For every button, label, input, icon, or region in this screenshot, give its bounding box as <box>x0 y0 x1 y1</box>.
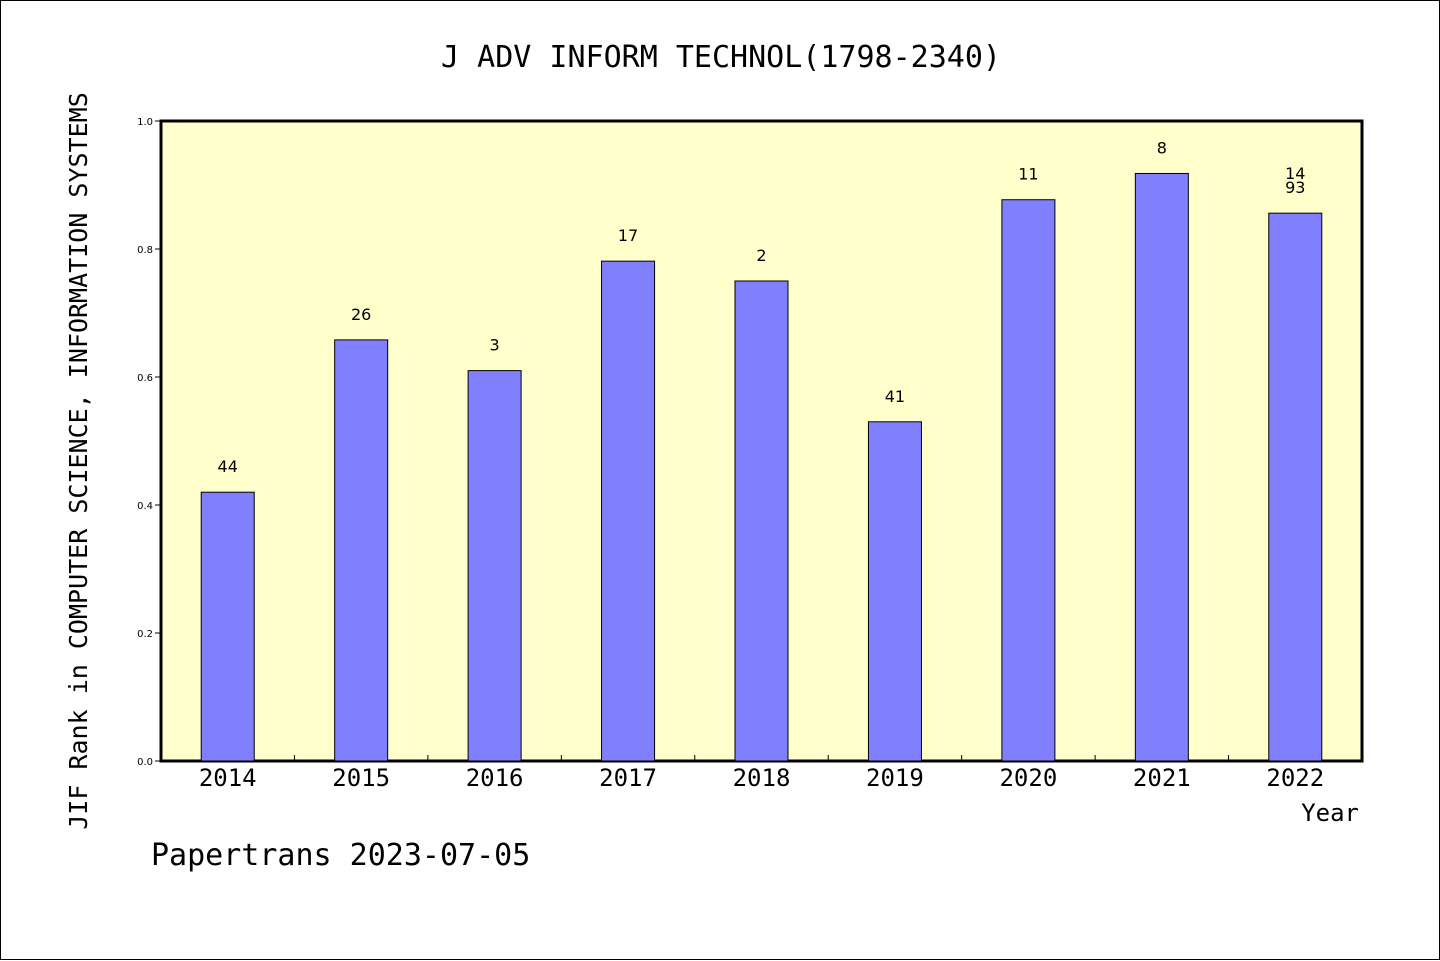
bars <box>200 172 1323 762</box>
x-tick-label: 2021 <box>1133 764 1191 792</box>
y-tick-label: 0.0 <box>137 757 153 768</box>
bar-2019 <box>867 421 922 762</box>
bar-2017 <box>601 260 656 762</box>
x-tick-label: 2018 <box>733 764 791 792</box>
y-axis-label: JIF Rank in COMPUTER SCIENCE, INFORMATIO… <box>64 92 93 830</box>
x-tick-label: 2014 <box>199 764 257 792</box>
bar-value-label: 17 <box>618 226 638 245</box>
y-tick-label: 0.8 <box>137 245 153 256</box>
y-axis-ticks: 0.0 0.2 0.4 0.6 0.8 1.0 <box>137 117 161 768</box>
bar-value-label: 93 <box>1285 178 1305 197</box>
bar-value-label: 26 <box>351 305 371 324</box>
x-tick-label: 2015 <box>332 764 390 792</box>
footer-text: Papertrans 2023-07-05 <box>151 838 530 873</box>
y-tick-label: 1.0 <box>137 117 153 128</box>
bar-2021 <box>1134 172 1189 762</box>
bar-2020 <box>1001 199 1056 762</box>
y-tick-label: 0.4 <box>137 501 153 512</box>
bar-value-label: 44 <box>218 457 238 476</box>
x-axis-ticks: 2014 2015 2016 2017 2018 2019 2020 2021 2022 <box>199 755 1324 792</box>
bar-value-label: 2 <box>756 246 766 265</box>
x-tick-label: 2017 <box>599 764 657 792</box>
bar-value-label: 41 <box>885 387 905 406</box>
x-tick-label: 2019 <box>866 764 924 792</box>
x-axis-label: Year <box>1301 799 1359 827</box>
bar-2015 <box>334 339 389 762</box>
x-tick-label: 2016 <box>466 764 524 792</box>
bar-value-label: 11 <box>1018 165 1038 184</box>
x-tick-label: 2022 <box>1266 764 1324 792</box>
y-tick-label: 0.6 <box>137 373 153 384</box>
chart-title: J ADV INFORM TECHNOL(1798-2340) <box>441 40 1001 75</box>
bar-value-label: 14 <box>1285 164 1305 183</box>
y-tick-label: 0.2 <box>137 629 153 640</box>
bar-2014 <box>200 491 255 762</box>
bar-value-label: 8 <box>1157 138 1167 157</box>
bar-2018 <box>734 280 789 762</box>
x-tick-label: 2020 <box>999 764 1057 792</box>
bar-2016 <box>467 370 522 762</box>
bar-value-label: 3 <box>490 336 500 355</box>
bar-2022 <box>1268 212 1323 762</box>
